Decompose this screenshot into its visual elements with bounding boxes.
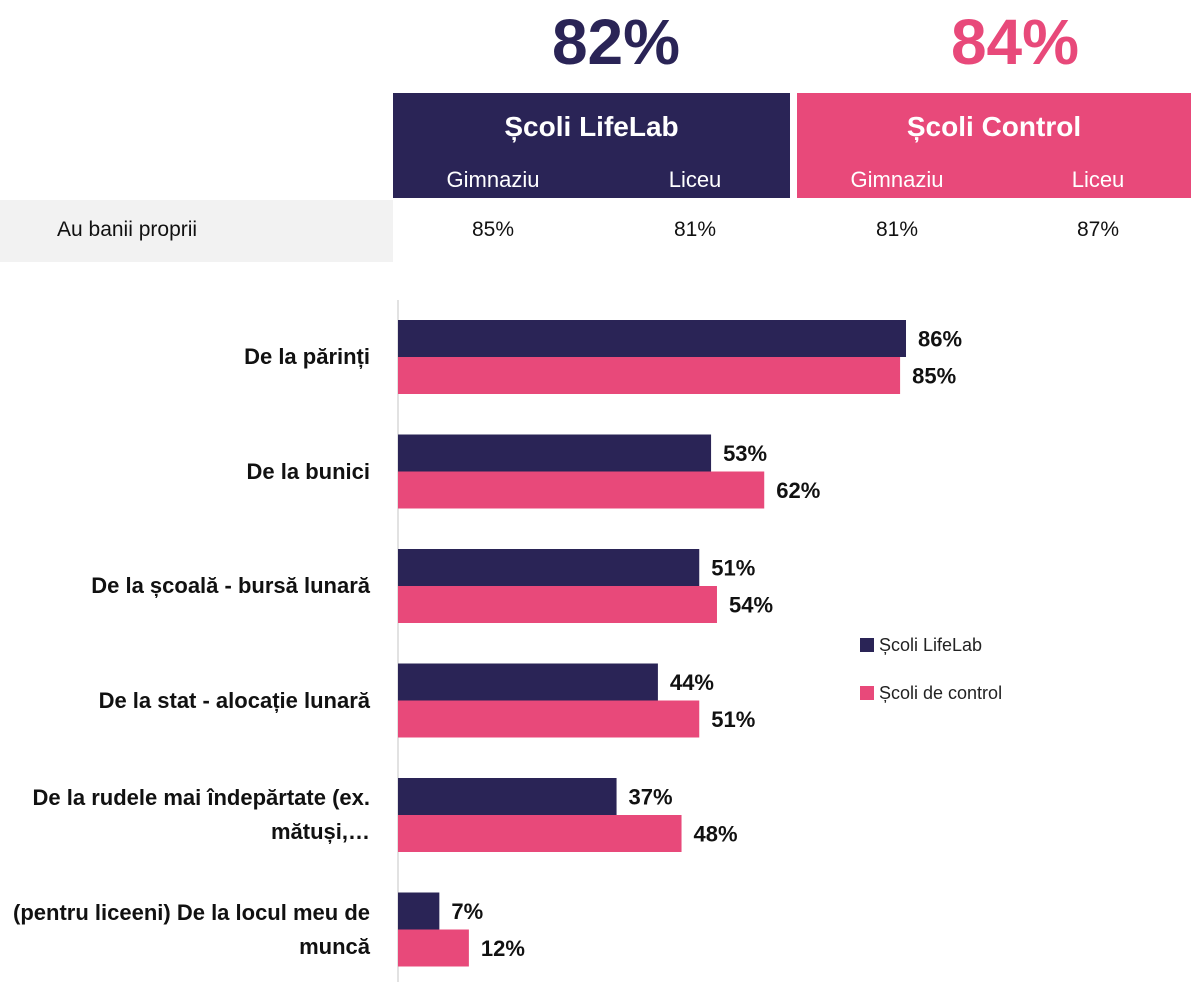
total-control: 84% — [950, 6, 1080, 78]
value-label: 48% — [694, 821, 738, 846]
group-name: Școli Control — [906, 111, 1082, 142]
row-value: 81% — [875, 218, 919, 241]
total-lifelab: 82% — [551, 6, 681, 78]
bar — [398, 586, 717, 623]
bar — [398, 663, 658, 701]
category-label: De la școală - bursă lunară — [91, 573, 370, 598]
bar — [398, 929, 469, 967]
bar — [398, 320, 907, 357]
category-label: De la bunici — [246, 458, 370, 484]
legend-label: Școli LifeLab — [879, 635, 982, 655]
category-label: De la părinți — [244, 344, 370, 369]
value-label: 51% — [711, 555, 755, 580]
row-value: 81% — [673, 218, 717, 241]
value-label: 54% — [729, 592, 773, 617]
column-name: Liceu — [668, 167, 722, 192]
legend-swatch — [860, 686, 874, 700]
bar — [398, 815, 682, 852]
bar — [398, 434, 712, 472]
row-label: Au banii proprii — [57, 218, 198, 241]
group-name: Școli LifeLab — [504, 111, 679, 142]
category-label: De la stat - alocație lunară — [98, 687, 370, 713]
value-label: 37% — [629, 784, 673, 809]
column-name: Liceu — [1071, 167, 1125, 192]
row-value: 85% — [471, 218, 515, 241]
value-label: 12% — [481, 936, 525, 961]
bar — [398, 471, 765, 509]
value-label: 85% — [912, 363, 956, 388]
legend-swatch — [860, 638, 874, 652]
value-label: 86% — [918, 326, 962, 351]
bar — [398, 700, 700, 738]
row-value: 87% — [1076, 218, 1120, 241]
column-name: Gimnaziu — [850, 167, 944, 192]
value-label: 62% — [776, 478, 820, 503]
bar — [398, 549, 700, 586]
bar — [398, 778, 617, 815]
value-label: 7% — [451, 899, 483, 924]
value-label: 44% — [670, 670, 714, 695]
value-label: 53% — [723, 441, 767, 466]
value-label: 51% — [711, 707, 755, 732]
group-header: Școli LifeLab Gimnaziu Liceu — [393, 93, 790, 198]
row-label-bg — [0, 200, 393, 262]
group-header: Școli Control Gimnaziu Liceu — [797, 93, 1191, 198]
bar — [398, 892, 440, 930]
column-name: Gimnaziu — [446, 167, 540, 192]
category-label: (pentru liceeni) De la locul meu de munc… — [13, 899, 370, 959]
legend-label: Școli de control — [879, 683, 1002, 703]
bar — [398, 357, 901, 394]
category-label: De la rudele mai îndepărtate (ex. mătuși… — [32, 785, 370, 844]
